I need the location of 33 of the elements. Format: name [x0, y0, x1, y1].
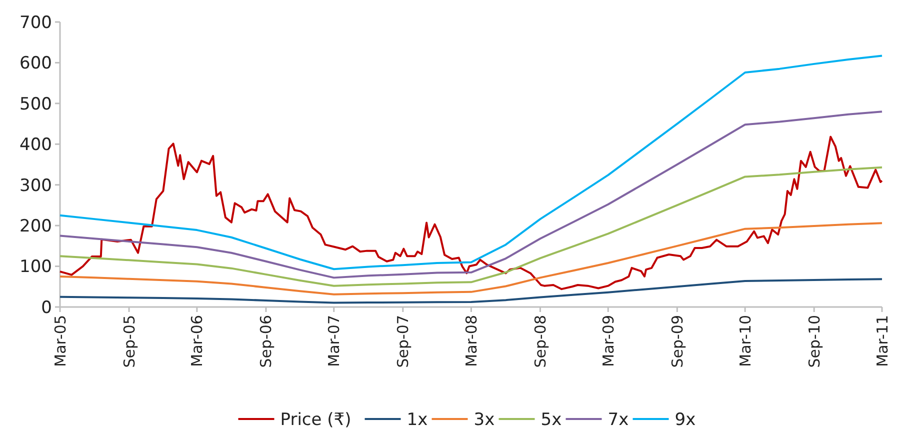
x-tick-label: Mar-11	[873, 315, 892, 367]
y-tick-label: 400	[20, 135, 52, 156]
line-series	[59, 54, 883, 270]
legend-label: 7x	[608, 410, 629, 429]
y-tick-label: 200	[20, 216, 52, 237]
x-tick-label: Mar-10	[736, 315, 754, 367]
y-tick-label: 0	[41, 298, 52, 318]
legend-label: 9x	[674, 410, 696, 429]
x-tick-label: Sep-10	[805, 315, 824, 368]
legend-label: 1x	[406, 410, 428, 429]
y-tick-label: 700	[20, 12, 52, 33]
x-tick-label: Mar-07	[325, 315, 344, 367]
x-tick-label: Mar-06	[188, 315, 206, 367]
line-series	[59, 222, 883, 296]
x-tick-label: Sep-06	[257, 315, 276, 368]
x-tick-label: Sep-05	[120, 315, 138, 368]
x-tick-label: Sep-07	[394, 315, 412, 368]
legend-label: Price (₹)	[280, 410, 352, 429]
line-series	[59, 278, 883, 304]
x-tick-label: Mar-09	[599, 315, 618, 367]
y-tick-label: 300	[20, 176, 52, 196]
legend-label: 5x	[540, 410, 562, 429]
x-tick-label: Sep-09	[668, 315, 686, 368]
y-tick-label: 600	[20, 54, 52, 74]
line-series	[59, 110, 883, 279]
y-tick-label: 100	[20, 257, 52, 278]
line-series	[59, 136, 883, 290]
x-tick-label: Sep-08	[531, 315, 550, 368]
x-tick-label: Mar-05	[51, 315, 70, 367]
y-tick-label: 500	[20, 94, 52, 114]
x-tick-label: Mar-08	[462, 315, 480, 367]
line-series	[59, 166, 883, 287]
legend-label: 3x	[474, 410, 495, 429]
